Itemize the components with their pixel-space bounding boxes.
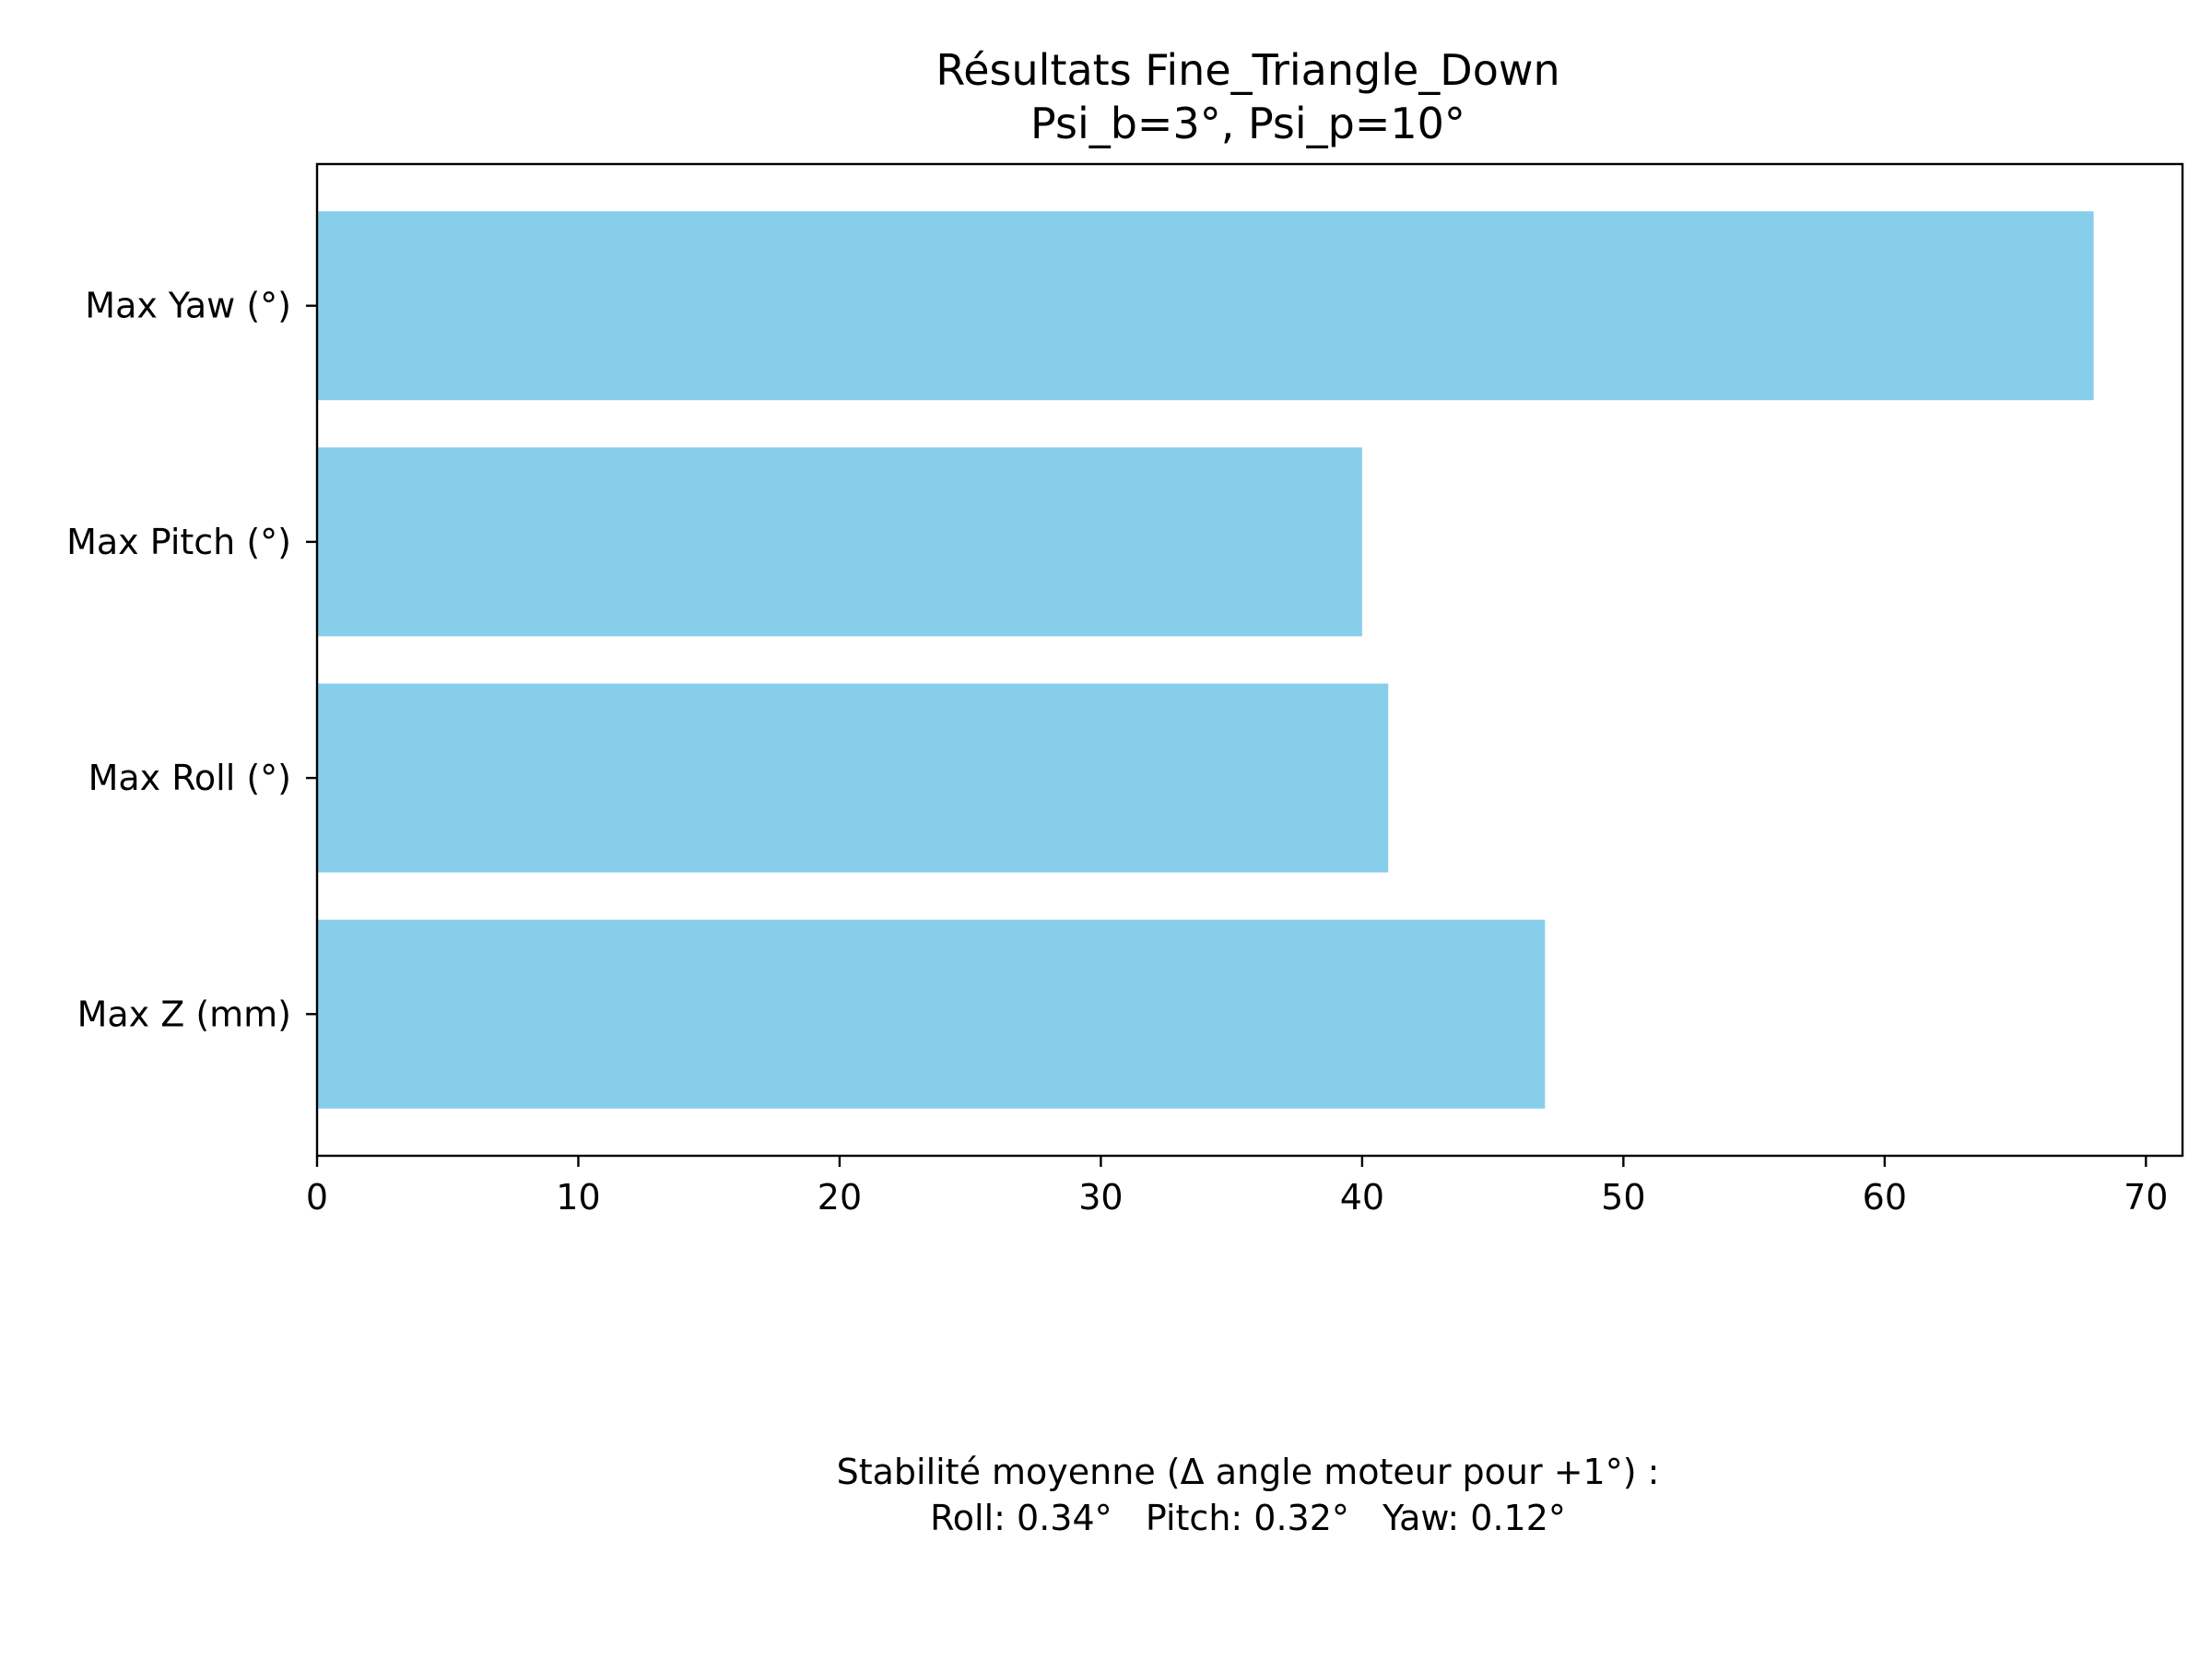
chart-subtitle: Psi_b=3°, Psi_p=10° (1030, 99, 1465, 148)
x-tick-label-3: 30 (1078, 1177, 1123, 1218)
y-tick-label-1: Max Pitch (°) (66, 522, 291, 562)
x-tick-label-6: 60 (1863, 1177, 1907, 1218)
x-tick-label-4: 40 (1340, 1177, 1384, 1218)
x-tick-label-1: 10 (556, 1177, 600, 1218)
stability-note-line2: Roll: 0.34° Pitch: 0.32° Yaw: 0.12° (930, 1498, 1566, 1538)
bars-group (317, 211, 2094, 1109)
stability-note-line1: Stabilité moyenne (Δ angle moteur pour +… (837, 1452, 1660, 1492)
chart-title: Résultats Fine_Triangle_Down (935, 45, 1559, 95)
bar-2 (317, 683, 1389, 873)
y-tick-label-2: Max Roll (°) (88, 758, 291, 798)
x-tick-label-7: 70 (2124, 1177, 2168, 1218)
bar-1 (317, 447, 1362, 637)
y-tick-label-3: Max Z (mm) (77, 994, 291, 1034)
bar-3 (317, 919, 1546, 1109)
x-tick-label-0: 0 (306, 1177, 328, 1218)
plot-frame (315, 162, 2184, 1158)
y-axis: Max Yaw (°) Max Pitch (°) Max Roll (°) Max … (66, 286, 317, 1034)
bar-0 (317, 211, 2094, 401)
x-axis: 0 10 20 30 40 50 60 70 (306, 1156, 2168, 1218)
x-tick-label-2: 20 (818, 1177, 862, 1218)
y-tick-label-0: Max Yaw (°) (85, 286, 291, 326)
x-tick-label-5: 50 (1601, 1177, 1645, 1218)
